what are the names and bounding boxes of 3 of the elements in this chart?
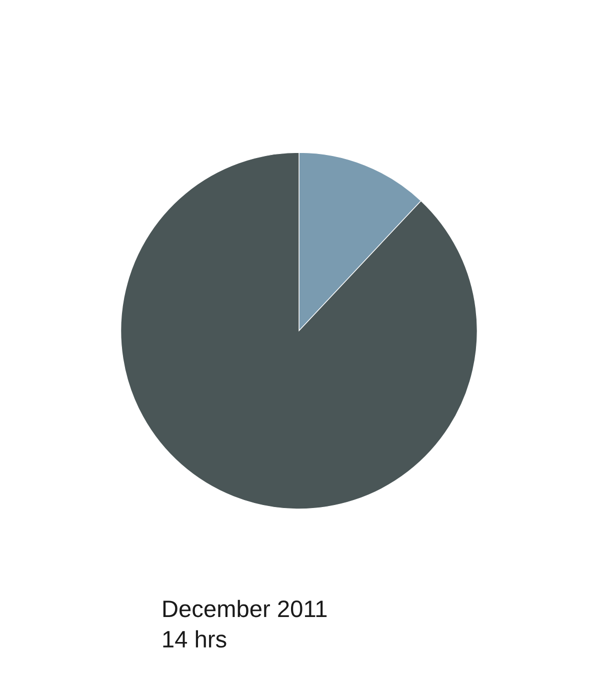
text: 14 hrs bbox=[163, 630, 226, 648]
pie-slice bbox=[120, 152, 478, 510]
text: December 2011 bbox=[163, 600, 327, 618]
